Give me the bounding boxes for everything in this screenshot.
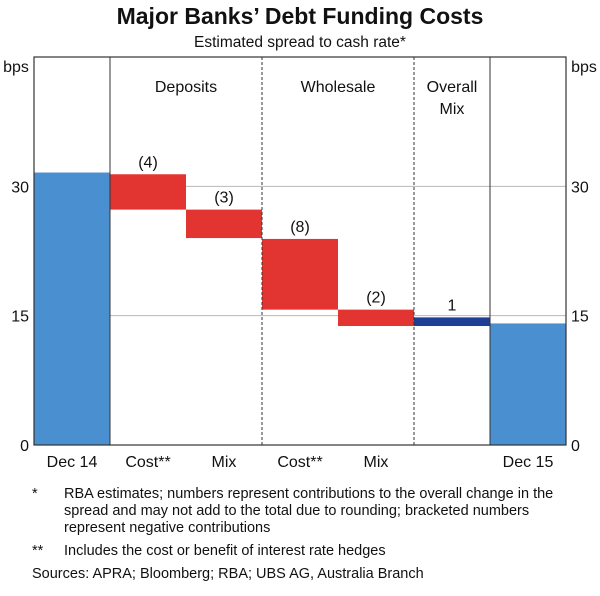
bar-decrease bbox=[338, 309, 414, 327]
y-tick-label-left: 30 bbox=[11, 179, 29, 196]
y-tick-label-right: 15 bbox=[571, 309, 589, 326]
y-tick-label-right: 0 bbox=[571, 438, 580, 455]
bar-total bbox=[34, 172, 110, 445]
footnote-text: Includes the cost or benefit of interest… bbox=[64, 543, 386, 559]
sources: Sources: APRA; Bloomberg; RBA; UBS AG, A… bbox=[32, 566, 424, 582]
bar-value-label: (4) bbox=[138, 154, 158, 171]
bar-decrease bbox=[186, 209, 262, 239]
x-tick-label: Dec 14 bbox=[47, 454, 98, 471]
footnote: * RBA estimates; numbers represent contri… bbox=[32, 486, 592, 537]
bar-increase bbox=[414, 317, 490, 327]
y-tick-label-left: 15 bbox=[11, 309, 29, 326]
chart-title: Major Banks’ Debt Funding Costs bbox=[117, 3, 484, 29]
footnote-text: RBA estimates; numbers represent contrib… bbox=[64, 486, 554, 536]
bar-value-label: (8) bbox=[290, 219, 310, 236]
x-tick-label: Mix bbox=[364, 454, 389, 471]
group-label: Deposits bbox=[155, 79, 217, 96]
footnotes: * RBA estimates; numbers represent contri… bbox=[32, 486, 592, 583]
group-label: Wholesale bbox=[301, 79, 376, 96]
plot-frame bbox=[33, 56, 567, 446]
chart-subtitle: Estimated spread to cash rate* bbox=[194, 34, 406, 51]
bar-total bbox=[490, 323, 566, 445]
group-label: Mix bbox=[440, 101, 465, 118]
bar-value-label: (3) bbox=[214, 190, 234, 207]
bar-decrease bbox=[110, 174, 186, 210]
x-tick-label: Cost** bbox=[277, 454, 322, 471]
x-tick-label: Dec 15 bbox=[503, 454, 554, 471]
y-tick-label-right: 30 bbox=[571, 179, 589, 196]
y-tick-label-left: 0 bbox=[20, 438, 29, 455]
bar-value-label: 1 bbox=[448, 297, 457, 314]
bar-decrease bbox=[262, 238, 338, 310]
x-tick-label: Mix bbox=[212, 454, 237, 471]
x-tick-label: Cost** bbox=[125, 454, 170, 471]
footnote-marker: ** bbox=[32, 543, 44, 559]
bar-value-label: (2) bbox=[366, 290, 386, 307]
group-label: Overall bbox=[427, 79, 478, 96]
y-axis-unit-right: bps bbox=[571, 59, 597, 76]
footnote-marker: * bbox=[32, 486, 38, 502]
y-axis-unit-left: bps bbox=[3, 59, 29, 76]
footnote: ** Includes the cost or benefit of intere… bbox=[32, 543, 592, 560]
